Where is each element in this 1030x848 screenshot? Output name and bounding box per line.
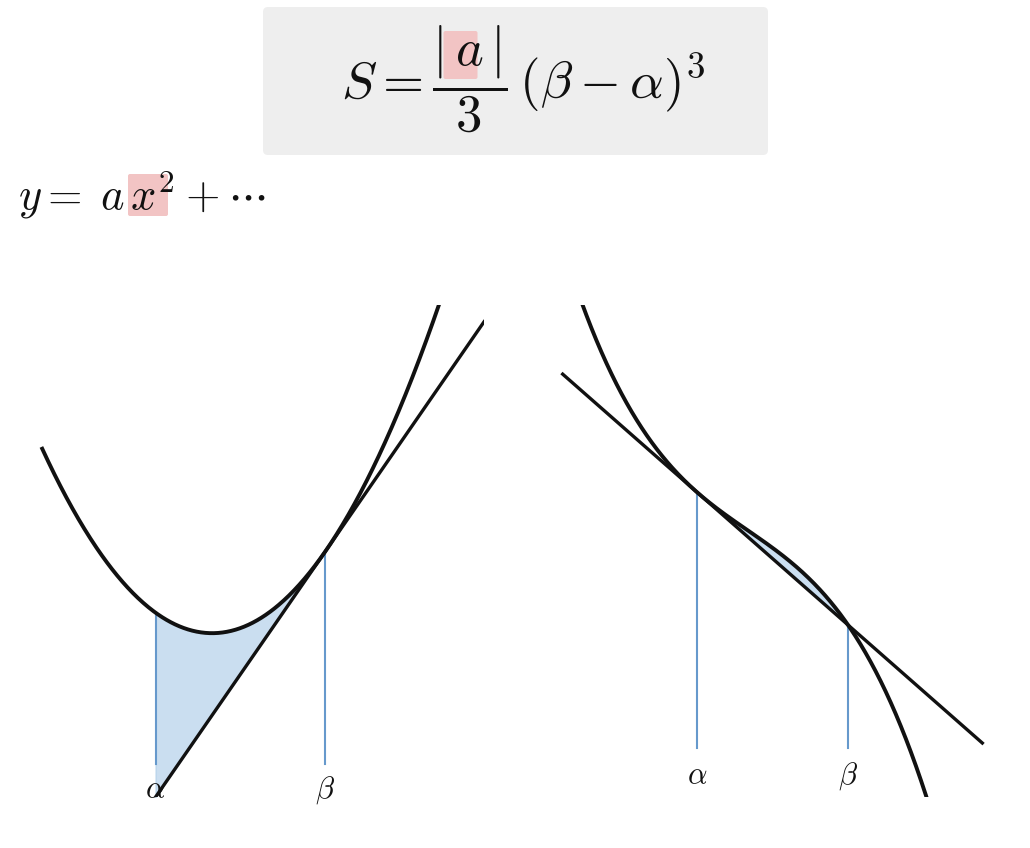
FancyBboxPatch shape <box>128 174 168 216</box>
Text: $\alpha$: $\alpha$ <box>145 774 166 805</box>
FancyBboxPatch shape <box>263 7 768 155</box>
Text: $\alpha$: $\alpha$ <box>687 760 708 790</box>
Text: $\beta$: $\beta$ <box>315 774 336 806</box>
Text: $\beta$: $\beta$ <box>838 760 858 791</box>
Text: $y = \; a\, x^2 + \cdots$: $y = \; a\, x^2 + \cdots$ <box>18 169 266 220</box>
FancyBboxPatch shape <box>444 31 478 79</box>
Text: $S = \dfrac{|\,a\,|}{3}\,(\beta - \alpha)^3$: $S = \dfrac{|\,a\,|}{3}\,(\beta - \alpha… <box>342 24 706 135</box>
